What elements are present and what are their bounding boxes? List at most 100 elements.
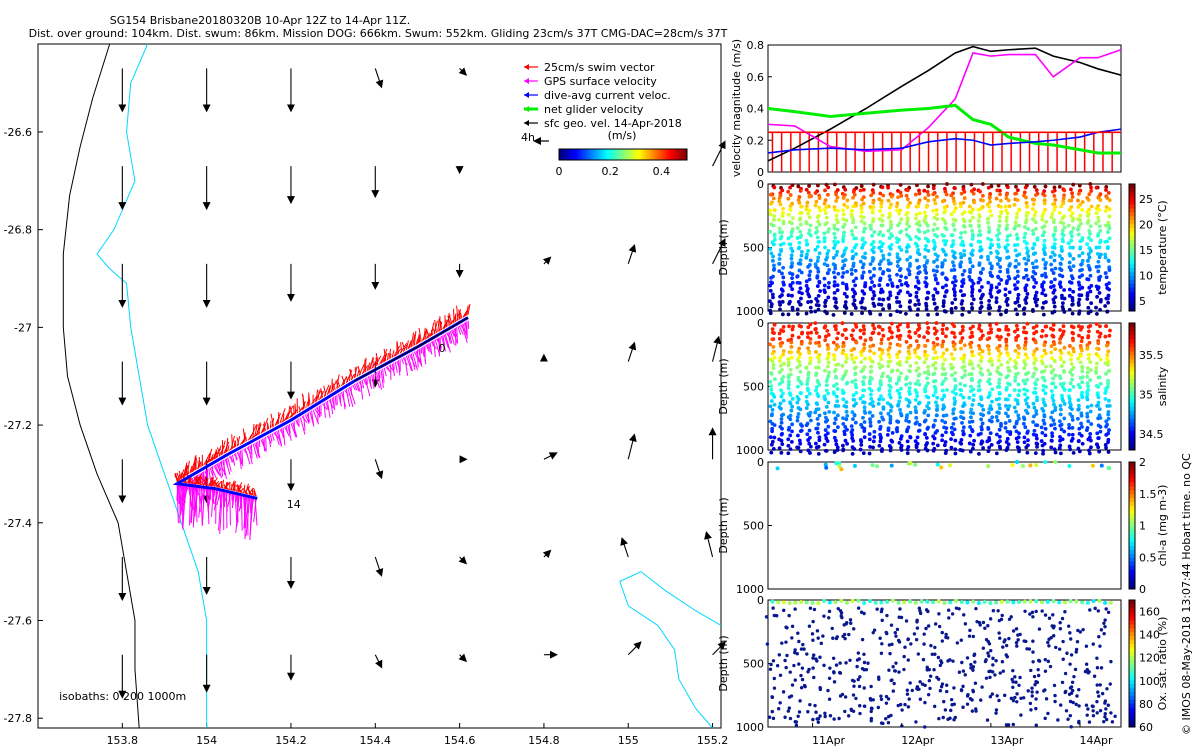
profile-data-point <box>1005 655 1010 659</box>
profile-data-point <box>1016 382 1021 387</box>
profile-data-point <box>789 340 794 345</box>
colorbar-cell <box>585 149 588 160</box>
profile-data-point <box>778 673 783 677</box>
profile-data-point <box>1031 352 1036 357</box>
profile-data-point <box>841 234 846 239</box>
profile-data-point <box>788 367 793 372</box>
profile-data-point <box>807 208 812 213</box>
profile-data-point <box>1067 293 1072 298</box>
gps-velocity-vector <box>412 352 418 371</box>
gps-velocity-vector <box>244 447 251 465</box>
profile-data-point <box>869 684 873 689</box>
profile-data-point <box>832 717 836 721</box>
profile-data-point <box>768 212 773 217</box>
profile-data-point <box>886 258 891 263</box>
profile-data-point <box>952 209 957 214</box>
profile-data-point <box>788 716 793 721</box>
profile-data-point <box>1006 365 1011 370</box>
profile-data-point <box>990 387 995 392</box>
profile-data-point <box>790 293 794 298</box>
profile-data-point <box>790 624 795 629</box>
profile-data-point <box>844 218 849 223</box>
profile-data-point <box>1043 716 1047 721</box>
map-panel: 153.8 154 154.2 154.4 154.6 154.8 155 155.2-26.… <box>4 43 728 747</box>
gps-velocity-vector <box>344 389 349 397</box>
profile-data-point <box>834 382 839 386</box>
profile-data-point <box>1063 689 1068 694</box>
profile-data-point <box>1086 277 1091 282</box>
profile-data-point <box>769 662 773 667</box>
profile-data-point <box>1034 259 1039 263</box>
profile-data-point <box>887 668 891 672</box>
profile-data-point <box>1096 269 1101 274</box>
profile-data-point <box>850 432 855 437</box>
profile-data-point <box>816 340 821 345</box>
sfc-geo-velocity-arrow <box>542 256 552 265</box>
swim-vector <box>217 483 221 489</box>
profile-data-point <box>840 376 845 381</box>
profile-data-point <box>925 381 930 386</box>
profile-data-point <box>871 404 876 408</box>
profile-data-point <box>1106 349 1111 354</box>
profile-data-point <box>907 392 912 396</box>
swim-vector <box>288 412 294 419</box>
profile-data-point <box>920 682 925 686</box>
profile-data-point <box>924 260 929 265</box>
profile-data-point <box>848 618 853 622</box>
profile-data-point <box>845 441 849 446</box>
profile-data-point <box>1098 331 1103 336</box>
profile-data-point <box>1087 285 1092 290</box>
profile-data-point <box>949 307 954 311</box>
profile-data-point <box>1017 346 1022 350</box>
profile-data-point <box>980 421 985 426</box>
profile-data-point <box>881 406 886 411</box>
profile-data-point <box>825 356 830 361</box>
profile-data-point <box>804 187 809 192</box>
gps-velocity-vector <box>434 339 440 355</box>
profile-data-point <box>787 379 791 384</box>
profile-data-point <box>836 240 840 245</box>
profile-data-point <box>898 607 902 611</box>
profile-data-point <box>922 410 927 415</box>
profile-data-point <box>776 707 781 711</box>
profile-data-point <box>851 204 856 209</box>
profile-data-point <box>835 394 839 399</box>
swim-vector <box>336 374 340 389</box>
profile-data-point <box>931 186 936 191</box>
profile-data-point <box>1097 278 1102 282</box>
gps-velocity-vector <box>238 494 243 512</box>
profile-data-point <box>824 388 829 393</box>
profile-data-point <box>798 302 803 307</box>
profile-data-point <box>867 599 872 604</box>
gps-velocity-vector <box>314 408 321 418</box>
colorbar-cell <box>569 149 572 160</box>
profile-data-point <box>1078 246 1082 251</box>
gps-velocity-vector <box>227 492 232 508</box>
profile-colorbar-cell <box>1129 485 1135 491</box>
profile-data-point <box>872 230 877 234</box>
profile-data-point <box>923 432 928 437</box>
profile-y-axis-label: Depth (m) <box>717 635 730 691</box>
profile-data-point <box>997 282 1002 286</box>
profile-data-point <box>814 365 818 370</box>
profile-data-point <box>951 421 956 426</box>
profile-data-point <box>1105 353 1110 357</box>
profile-data-point <box>960 325 965 329</box>
colorbar-cell <box>681 149 684 160</box>
profile-colorbar-cell <box>1129 465 1135 471</box>
profile-data-point <box>1016 416 1021 421</box>
profile-data-point <box>1086 707 1090 711</box>
profile-data-point <box>945 689 949 694</box>
profile-data-point <box>1034 367 1039 372</box>
profile-data-point <box>952 402 957 406</box>
profile-data-point <box>917 252 922 257</box>
profile-data-point <box>923 389 928 394</box>
profile-data-point <box>1105 239 1110 244</box>
profile-data-point <box>1004 299 1009 304</box>
profile-data-point <box>993 673 997 677</box>
profile-data-point <box>827 676 832 681</box>
profile-data-point <box>970 349 974 354</box>
profile-data-point <box>998 372 1003 377</box>
profile-data-point <box>772 423 777 428</box>
profile-data-point <box>931 379 936 384</box>
